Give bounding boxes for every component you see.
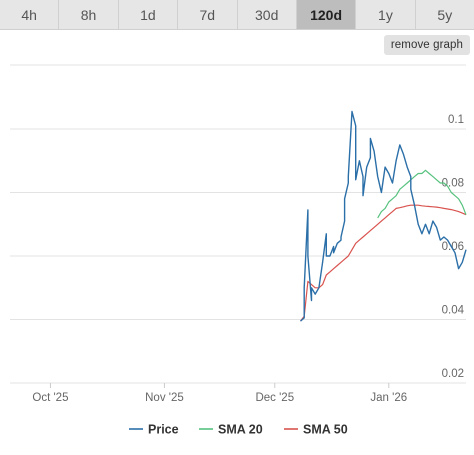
- legend-label: Price: [148, 423, 179, 437]
- x-tick-label: Jan '26: [370, 392, 407, 404]
- timeframe-tabs: 4h 8h 1d 7d 30d 120d 1y 5y: [0, 0, 474, 30]
- series-line-sma-20: [377, 169, 467, 219]
- legend-label: SMA 20: [218, 423, 263, 437]
- series-lines: [300, 110, 467, 322]
- series-line-price: [300, 110, 467, 322]
- x-tick-label: Dec '25: [255, 392, 294, 404]
- tab-30d[interactable]: 30d: [238, 0, 297, 29]
- x-axis: Oct '25 Nov '25 Dec '25 Jan '26: [32, 383, 407, 404]
- y-tick-label: 0.1: [448, 114, 464, 126]
- x-tick-label: Oct '25: [32, 392, 68, 404]
- y-axis: 0.020.040.060.080.1: [442, 114, 465, 380]
- tab-5y[interactable]: 5y: [437, 6, 453, 23]
- y-tick-label: 0.04: [442, 305, 465, 317]
- remove-graph-button[interactable]: remove graph: [383, 35, 470, 55]
- y-tick-label: 0.02: [442, 368, 464, 380]
- series-line-sma-50: [300, 204, 467, 322]
- x-tick-label: Nov '25: [145, 392, 184, 404]
- tab-8h[interactable]: 8h: [59, 0, 119, 29]
- y-tick-label: 0.06: [442, 241, 464, 253]
- grid-lines: [10, 64, 466, 384]
- tab-4h[interactable]: 4h: [0, 0, 60, 29]
- tab-1y[interactable]: 1y: [356, 0, 416, 29]
- tab-120d[interactable]: 120d: [296, 0, 357, 29]
- tab-1d[interactable]: 1d: [119, 0, 179, 29]
- tab-7d[interactable]: 7d: [178, 0, 238, 29]
- legend-label: SMA 50: [303, 423, 348, 437]
- legend: Price SMA 20 SMA 50: [129, 423, 348, 437]
